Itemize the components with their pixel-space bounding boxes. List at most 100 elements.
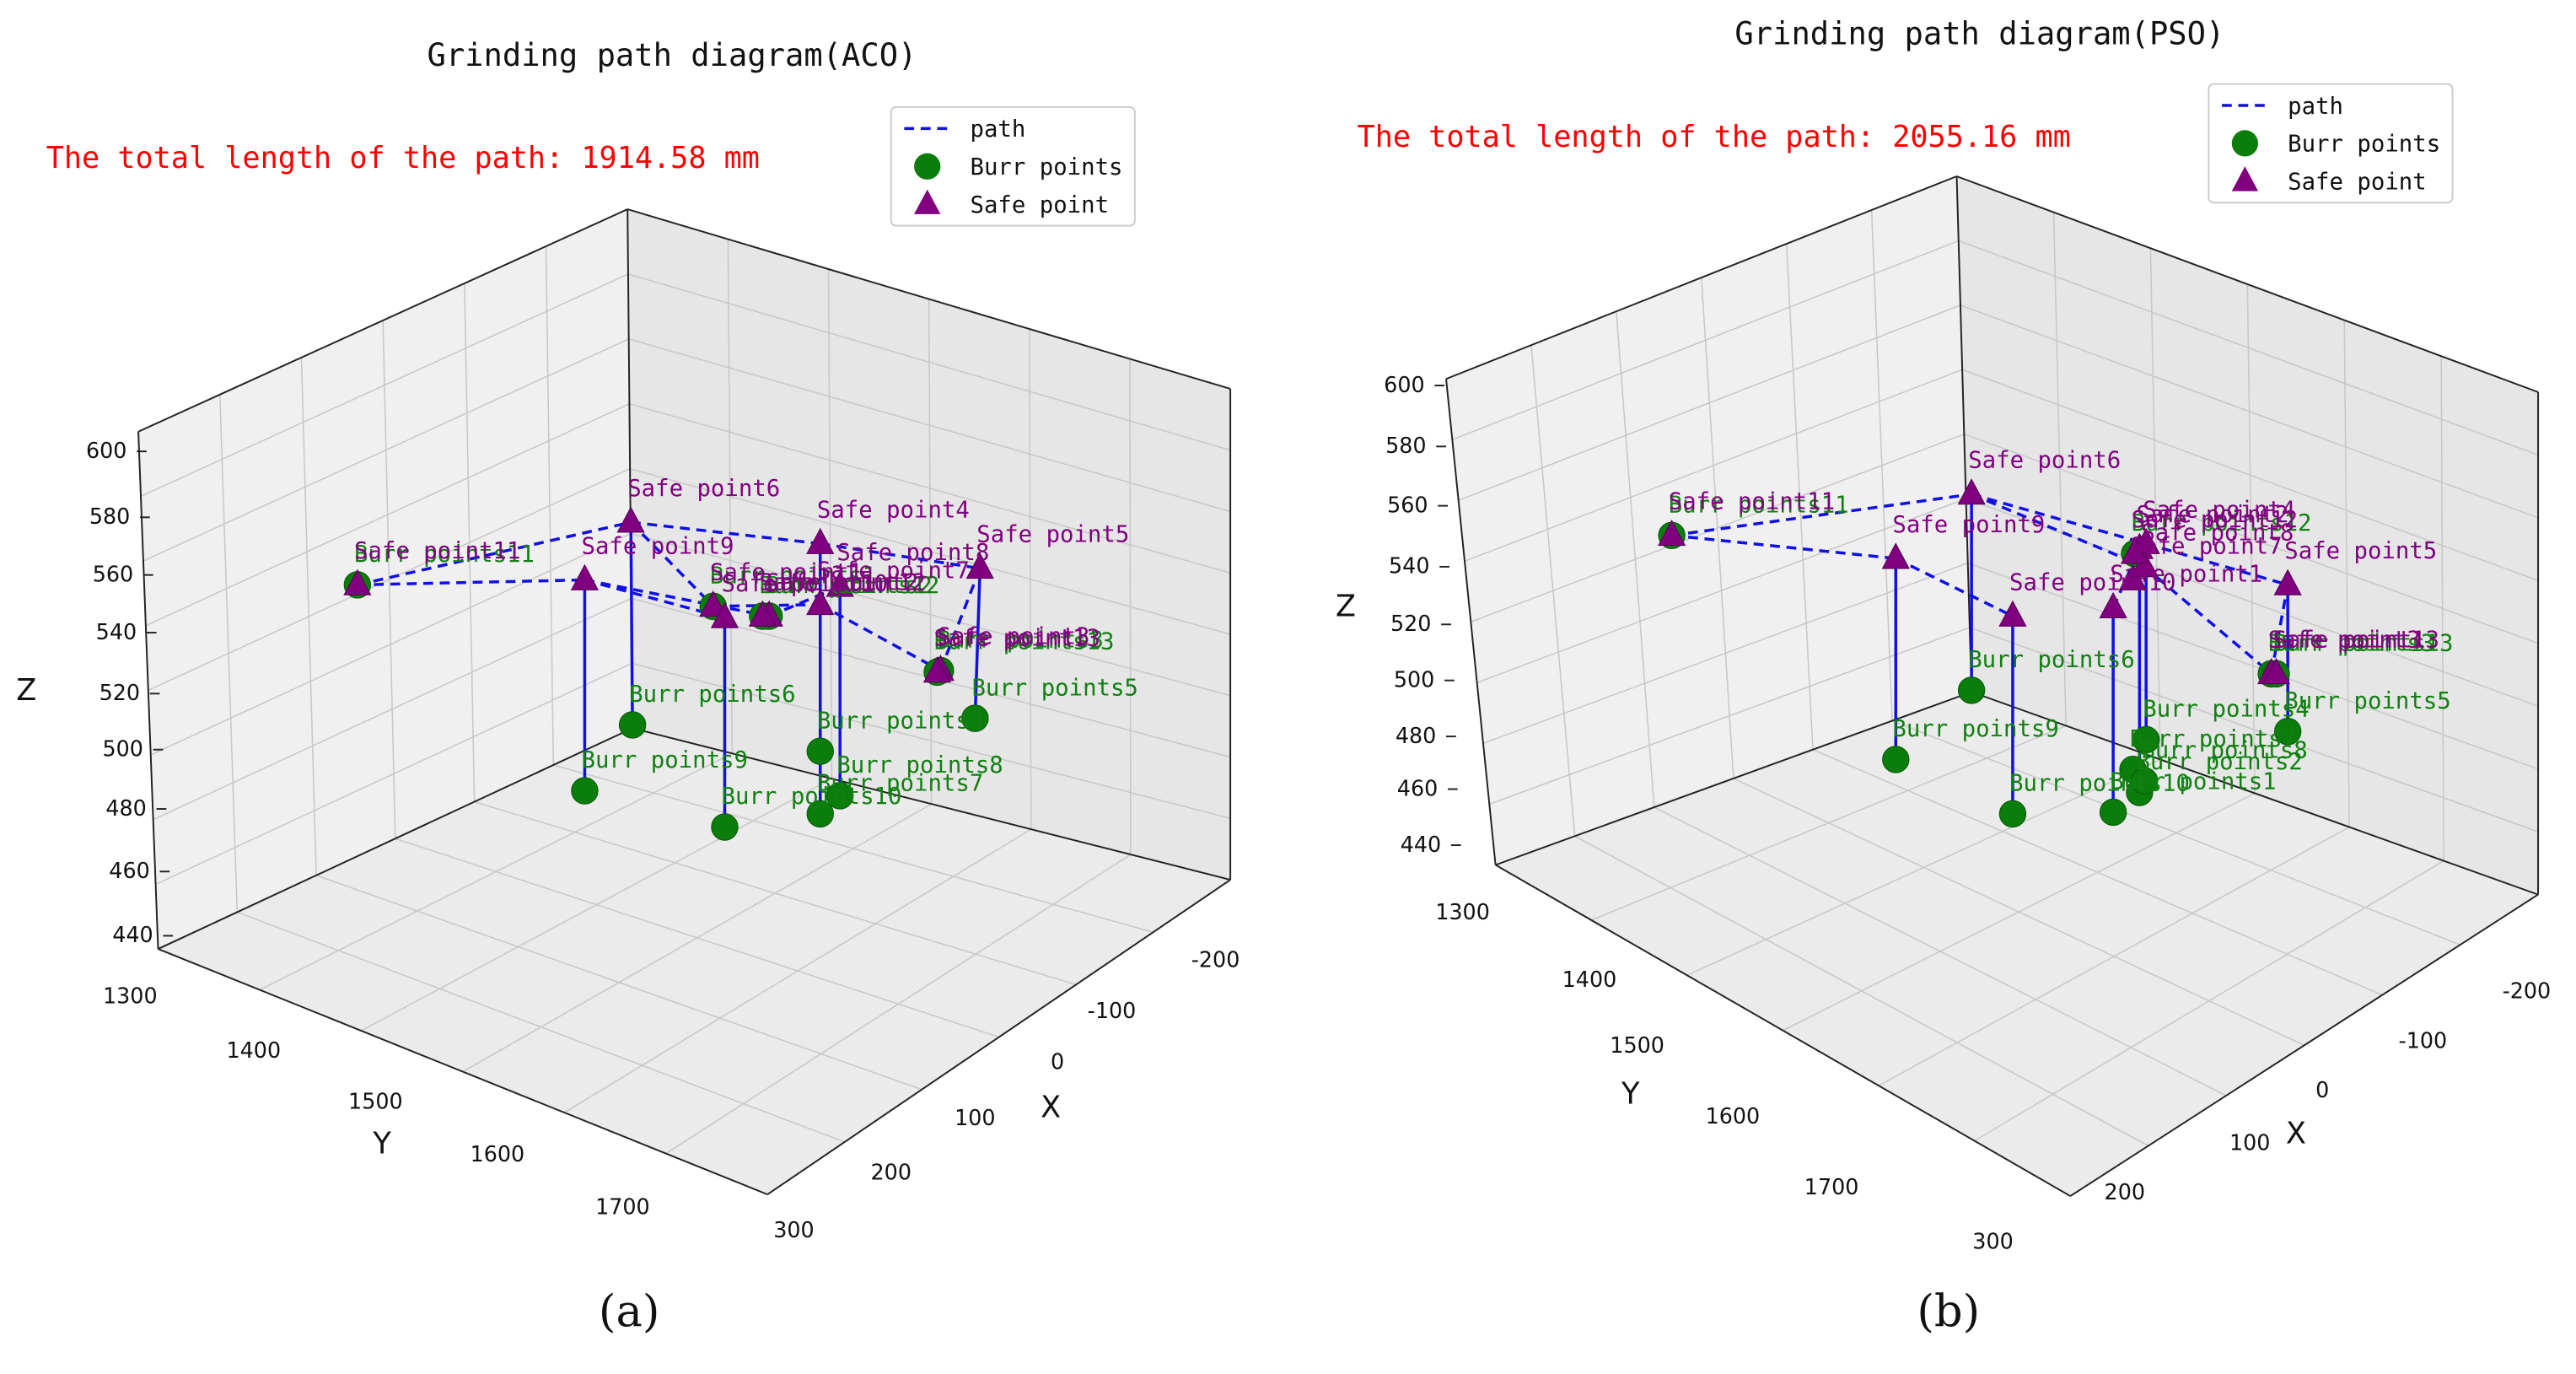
y-axis-label: Y: [1621, 1077, 1640, 1112]
safe-point-label: Safe point3: [2268, 628, 2421, 654]
safe-point-marker: [922, 656, 952, 683]
burr-point-label: Burr points8: [836, 752, 1003, 779]
x-tick-label: -100: [1088, 998, 1137, 1023]
total-length-annotation: The total length of the path: 2055.16 mm: [1358, 120, 2071, 154]
grid-line: [1974, 859, 2444, 1142]
safe-point-label: Safe point10: [2009, 569, 2175, 595]
safe-point-label: Safe point12: [2132, 507, 2298, 533]
x-tick-label: 0: [2315, 1077, 2329, 1102]
safe-point-label: Safe point11: [354, 538, 520, 564]
total-length-annotation: The total length of the path: 1914.58 mm: [46, 141, 760, 175]
x-tick-label: -100: [2399, 1027, 2448, 1053]
legend-entry-label: Safe point: [971, 192, 1110, 218]
safe-point-marker: [965, 552, 994, 579]
left-back-pane: [1446, 175, 1972, 865]
path-segment: [1895, 557, 2014, 618]
safe-point-label: Safe point9: [1892, 512, 2045, 538]
burr-point-marker: [806, 737, 834, 765]
axis-line-back-top: [1445, 175, 1957, 380]
path-segment: [768, 585, 841, 618]
burr-point-label: Burr points2: [766, 573, 932, 599]
safe-point-label: Safe point4: [2143, 497, 2295, 523]
safe-point-label: Safe point2: [2136, 502, 2288, 528]
burr-point-marker: [2132, 725, 2160, 754]
z-tick-label: 520: [99, 680, 140, 705]
burr-point-label: Burr points10: [2009, 771, 2190, 797]
y-tick-label: 1300: [103, 983, 158, 1009]
burr-point-label: Burr points4: [2143, 697, 2309, 723]
z-tick-label: 500: [103, 736, 143, 762]
safe-point-label: Safe point10: [722, 571, 888, 597]
safe-point-label: Safe point5: [2284, 538, 2437, 564]
z-tick-label: 540: [96, 619, 137, 644]
y-tick-label: 1700: [1804, 1174, 1859, 1199]
safe-point-marker: [806, 527, 835, 554]
axis-line-floor-front: [1495, 864, 2071, 1197]
path-segment: [357, 578, 585, 587]
safe-point-label: Safe point7: [2130, 533, 2283, 559]
safe-point-marker: [2099, 591, 2127, 619]
axis-line-floor-right: [766, 879, 1231, 1195]
safe-point-label: Safe point1: [2110, 561, 2262, 587]
safe-point-marker: [2130, 551, 2159, 578]
x-axis-label: X: [2286, 1117, 2306, 1151]
path-segment: [629, 520, 715, 608]
floor-pane: [1495, 692, 2539, 1197]
y-tick-label: 1600: [1706, 1103, 1761, 1129]
x-tick-label: 300: [1972, 1229, 2013, 1254]
safe-point-marker: [2261, 658, 2291, 685]
panel-aco: 440 460 480 500 520 540 560 580 600 1300 1400 1500 1…: [16, 37, 1240, 1337]
burr-point-label: Burr points5: [971, 675, 1137, 701]
path-segment: [819, 603, 942, 672]
path-segment: [2143, 565, 2272, 676]
floor-pane: [158, 728, 1231, 1195]
burr-point-marker: [1998, 800, 2027, 828]
z-tick-label: 600: [1384, 372, 1424, 397]
safe-point-marker: [748, 600, 777, 627]
safe-point-marker: [1998, 600, 2027, 627]
legend-burr-swatch: [914, 153, 941, 180]
z-tick-label: 600: [86, 438, 126, 463]
chart-title: Grinding path diagram(ACO): [428, 37, 917, 73]
axis-line-floor-left-back: [1495, 691, 1972, 866]
path-segment: [1671, 493, 1972, 537]
grid-line: [665, 854, 1132, 1155]
burr-point-marker: [961, 704, 989, 732]
panel-pso: 440 460 480 500 520 540 560 580 600 1300 1400 1500 1…: [1336, 16, 2551, 1338]
burr-point-label: Burr points1: [2110, 769, 2276, 795]
axis-line-floor-left-back: [158, 727, 633, 950]
z-tick-label: 560: [93, 561, 133, 586]
safe-point-marker: [570, 563, 600, 590]
safe-point-label: Safe point3: [937, 624, 1089, 650]
burr-point-marker: [2273, 718, 2302, 746]
burr-point-label: Burr points3: [937, 628, 1103, 654]
path-segment: [1971, 493, 2147, 546]
burr-point-marker: [711, 813, 739, 841]
burr-point-label: Burr points2: [2136, 749, 2302, 775]
panel-caption: (a): [599, 1285, 660, 1337]
burr-point-marker: [618, 711, 647, 739]
vertical-link: [973, 568, 981, 719]
safe-point-marker: [826, 570, 854, 597]
burr-point-label: Burr points13: [2273, 631, 2454, 657]
safe-point-label: Safe point2: [766, 569, 918, 595]
x-axis-label: X: [1041, 1090, 1061, 1124]
safe-point-label: Safe point6: [627, 476, 780, 502]
burr-point-label: Burr points6: [629, 682, 795, 708]
safe-point-marker: [343, 568, 372, 595]
path-segment: [1971, 493, 2145, 568]
z-tick-label: 520: [1390, 611, 1431, 636]
safe-point-marker: [1957, 478, 1986, 505]
safe-point-label: Safe point4: [817, 497, 970, 523]
z-axis-label: Z: [1336, 590, 1356, 624]
y-axis-label: Y: [372, 1126, 391, 1161]
path-segment: [584, 578, 770, 618]
safe-point-label: Safe point9: [582, 533, 734, 559]
x-tick-label: -200: [1191, 947, 1240, 973]
burr-point-label: Burr points12: [759, 573, 939, 599]
legend-entry-label: Safe point: [2288, 170, 2427, 196]
z-tick-label: 460: [1397, 775, 1438, 800]
burr-point-label: Burr points9: [582, 747, 748, 773]
burr-point-label: Burr points4: [817, 708, 983, 734]
axis-line-back-right-top: [627, 208, 1231, 390]
